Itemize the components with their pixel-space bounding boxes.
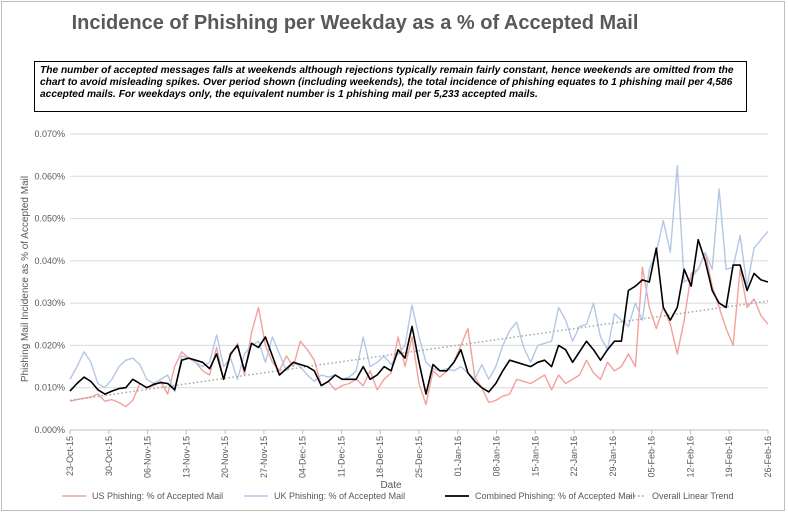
x-tick-label: 05-Feb-16 — [647, 436, 657, 478]
legend-label: US Phishing: % of Accepted Mail — [92, 491, 223, 501]
x-tick-label: 23-Oct-15 — [65, 436, 75, 476]
uk-phishing-line — [69, 164, 769, 393]
legend-label: UK Phishing: % of Accepted Mail — [274, 491, 405, 501]
x-axis-ticks: 23-Oct-15 30-Oct-15 06-Nov-15 13-Nov-15 20-N… — [65, 430, 773, 478]
x-tick-label: 13-Nov-15 — [181, 436, 191, 478]
y-axis-ticks: 0.000% 0.010% 0.020% 0.030% 0.040% 0.050% 0.06… — [34, 129, 65, 435]
x-tick-label: 08-Jan-16 — [492, 436, 502, 477]
x-tick-label: 12-Feb-16 — [685, 436, 695, 478]
chart-note: The number of accepted messages falls at… — [34, 61, 747, 112]
x-tick-label: 20-Nov-15 — [220, 436, 230, 478]
x-tick-label: 01-Jan-16 — [453, 436, 463, 477]
x-tick-label: 15-Jan-16 — [530, 436, 540, 477]
x-tick-label: 25-Dec-15 — [414, 436, 424, 478]
legend-label: Combined Phishing: % of Accepted Mail — [475, 491, 635, 501]
x-tick-label: 11-Dec-15 — [336, 436, 346, 477]
y-tick-label: 0.020% — [34, 340, 65, 350]
combined-phishing-line — [69, 238, 769, 395]
linear-trend-line — [69, 300, 769, 402]
us-phishing-line — [69, 251, 769, 408]
x-tick-label: 06-Nov-15 — [143, 436, 153, 478]
y-tick-label: 0.050% — [34, 214, 65, 224]
y-tick-label: 0.060% — [34, 171, 65, 181]
legend-label: Overall Linear Trend — [652, 491, 734, 501]
x-tick-label: 27-Nov-15 — [259, 436, 269, 478]
x-tick-label: 29-Jan-16 — [608, 436, 618, 477]
x-tick-label: 26-Feb-16 — [763, 436, 773, 478]
legend: US Phishing: % of Accepted Mail UK Phishi… — [62, 491, 734, 501]
x-tick-label: 04-Dec-15 — [298, 436, 308, 478]
y-tick-label: 0.010% — [34, 383, 65, 393]
x-tick-label: 30-Oct-15 — [104, 436, 114, 476]
x-axis-title: Date — [380, 480, 402, 491]
series-lines — [69, 164, 769, 408]
chart-title: Incidence of Phishing per Weekday as a %… — [71, 12, 639, 34]
y-tick-label: 0.000% — [34, 425, 65, 435]
y-tick-label: 0.040% — [34, 256, 65, 266]
y-tick-label: 0.070% — [34, 129, 65, 139]
x-tick-label: 18-Dec-15 — [375, 436, 385, 478]
y-axis-title: Phishing Mail Incidence as % of Accepted… — [20, 176, 31, 382]
y-tick-label: 0.030% — [34, 298, 65, 308]
x-tick-label: 19-Feb-16 — [724, 436, 734, 478]
x-tick-label: 22-Jan-16 — [569, 436, 579, 477]
